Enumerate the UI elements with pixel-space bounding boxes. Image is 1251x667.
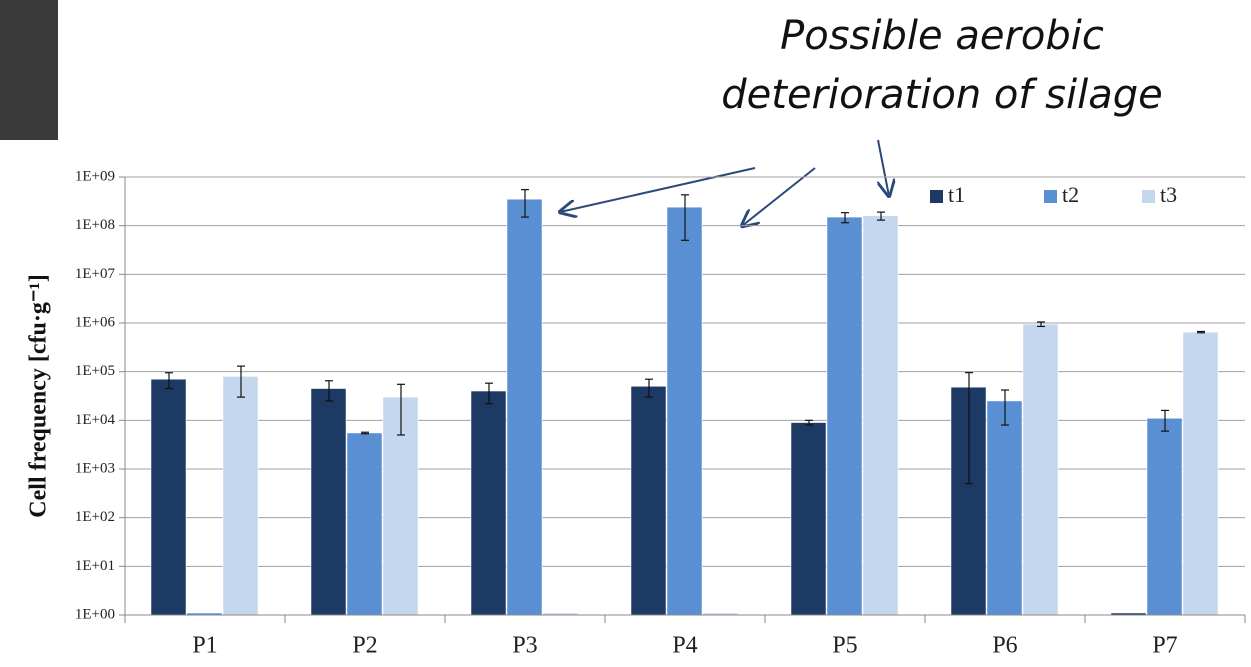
y-tick-label: 1E+04 (75, 412, 116, 428)
legend-swatch (1044, 190, 1057, 203)
bar (471, 391, 506, 615)
bar (827, 217, 862, 615)
bar (667, 207, 702, 615)
y-tick-label: 1E+02 (75, 509, 115, 525)
bar (1183, 332, 1218, 615)
y-tick-label: 1E+09 (75, 168, 115, 184)
bar (507, 199, 542, 615)
y-tick-label: 1E+00 (75, 606, 115, 622)
plot: 1E+00 1E+01 1E+02 1E+03 1E+04 1E+05 1E+06 1E+07… (75, 168, 1245, 658)
annotation-arrows (560, 140, 889, 226)
x-tick-label: P6 (992, 633, 1017, 659)
y-tick-label: 1E+06 (75, 314, 116, 330)
legend-label: t2 (1062, 182, 1079, 207)
bar (987, 401, 1022, 615)
y-tick-label: 1E+05 (75, 363, 115, 379)
annotation: deterioration of silage (721, 72, 1162, 118)
bar (631, 386, 666, 615)
bar (311, 389, 346, 615)
y-tick-label: 1E+08 (75, 217, 115, 233)
x-tick-label: P3 (512, 633, 537, 659)
x-tick-label: P2 (352, 633, 377, 659)
bar (151, 379, 186, 615)
x-tick-label: P4 (672, 633, 697, 659)
bar (223, 376, 258, 615)
legend-swatch (930, 190, 943, 203)
corner-decoration (0, 0, 58, 140)
annotation: Possible aerobic (780, 13, 1104, 59)
bar (1023, 324, 1058, 615)
bar (791, 423, 826, 615)
y-tick-label: 1E+03 (75, 460, 115, 476)
legend-label: t3 (1160, 182, 1177, 207)
bar (863, 216, 898, 615)
y-axis-title: Cell frequency [cfu·g⁻¹] (26, 274, 52, 517)
bar (347, 433, 382, 615)
y-tick-label: 1E+07 (75, 266, 116, 282)
x-tick-label: P5 (832, 633, 857, 659)
chart: Possible aerobic deterioration of silage… (0, 0, 1251, 667)
x-tick-label: P1 (192, 633, 217, 659)
bar (1147, 418, 1182, 615)
x-tick-label: P7 (1152, 633, 1177, 659)
legend-label: t1 (948, 182, 965, 207)
y-tick-label: 1E+01 (75, 558, 115, 574)
legend-swatch (1142, 190, 1155, 203)
